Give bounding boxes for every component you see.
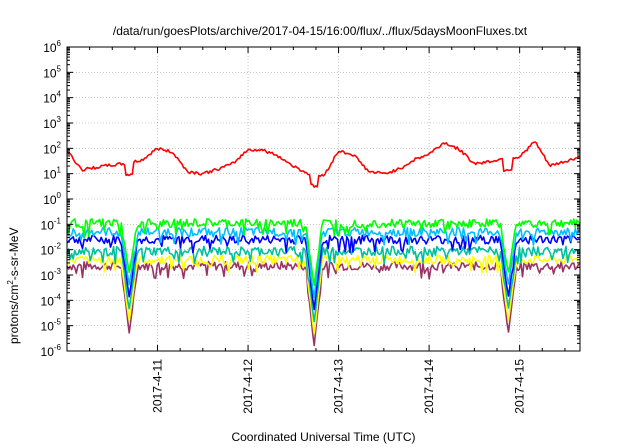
chart-title: /data/run/goesPlots/archive/2017-04-15/1… (112, 24, 528, 38)
x-tick-label: 2017-4-12 (241, 359, 255, 414)
x-tick-label: 2017-4-13 (332, 359, 346, 414)
series-line (66, 226, 581, 299)
x-tick-label: 2017-4-14 (422, 359, 436, 414)
series-line (66, 245, 581, 323)
plot-frame (66, 46, 581, 352)
axis-ticks (67, 46, 580, 352)
x-axis-label: Coordinated Universal Time (UTC) (231, 430, 416, 444)
x-tick-label: 2017-4-11 (151, 359, 165, 413)
series-line (66, 260, 581, 347)
y-tick-label: 10-3 (41, 267, 62, 283)
y-tick-label: 10-5 (41, 318, 62, 334)
series-line (66, 254, 581, 335)
series-line (66, 218, 581, 287)
x-tick-labels: 2017-4-11 2017-4-12 2017-4-13 2017-4-14 2017… (151, 359, 527, 414)
y-axis-label: protons/cm2-s-sr-MeV (6, 227, 21, 344)
y-tick-label: 100 (43, 191, 61, 207)
y-tick-labels: 10-6 10-5 10-4 10-3 10-2 10-1 100 101 102 103 104 1… (41, 39, 62, 359)
series-line (66, 234, 581, 311)
y-tick-label: 105 (43, 64, 61, 80)
y-tick-label: 104 (43, 90, 61, 106)
y-tick-label: 106 (43, 39, 61, 55)
y-tick-label: 10-1 (41, 216, 62, 232)
x-tick-label: 2017-4-15 (513, 359, 527, 414)
y-tick-label: 103 (43, 115, 61, 131)
y-tick-label: 10-2 (41, 242, 62, 258)
y-tick-label: 102 (43, 140, 61, 156)
grid-lines (67, 46, 580, 352)
y-tick-label: 10-4 (41, 292, 62, 308)
y-tick-label: 10-6 (41, 343, 62, 359)
y-tick-label: 101 (43, 166, 61, 182)
series-line (66, 141, 581, 188)
series-lines (66, 141, 581, 347)
